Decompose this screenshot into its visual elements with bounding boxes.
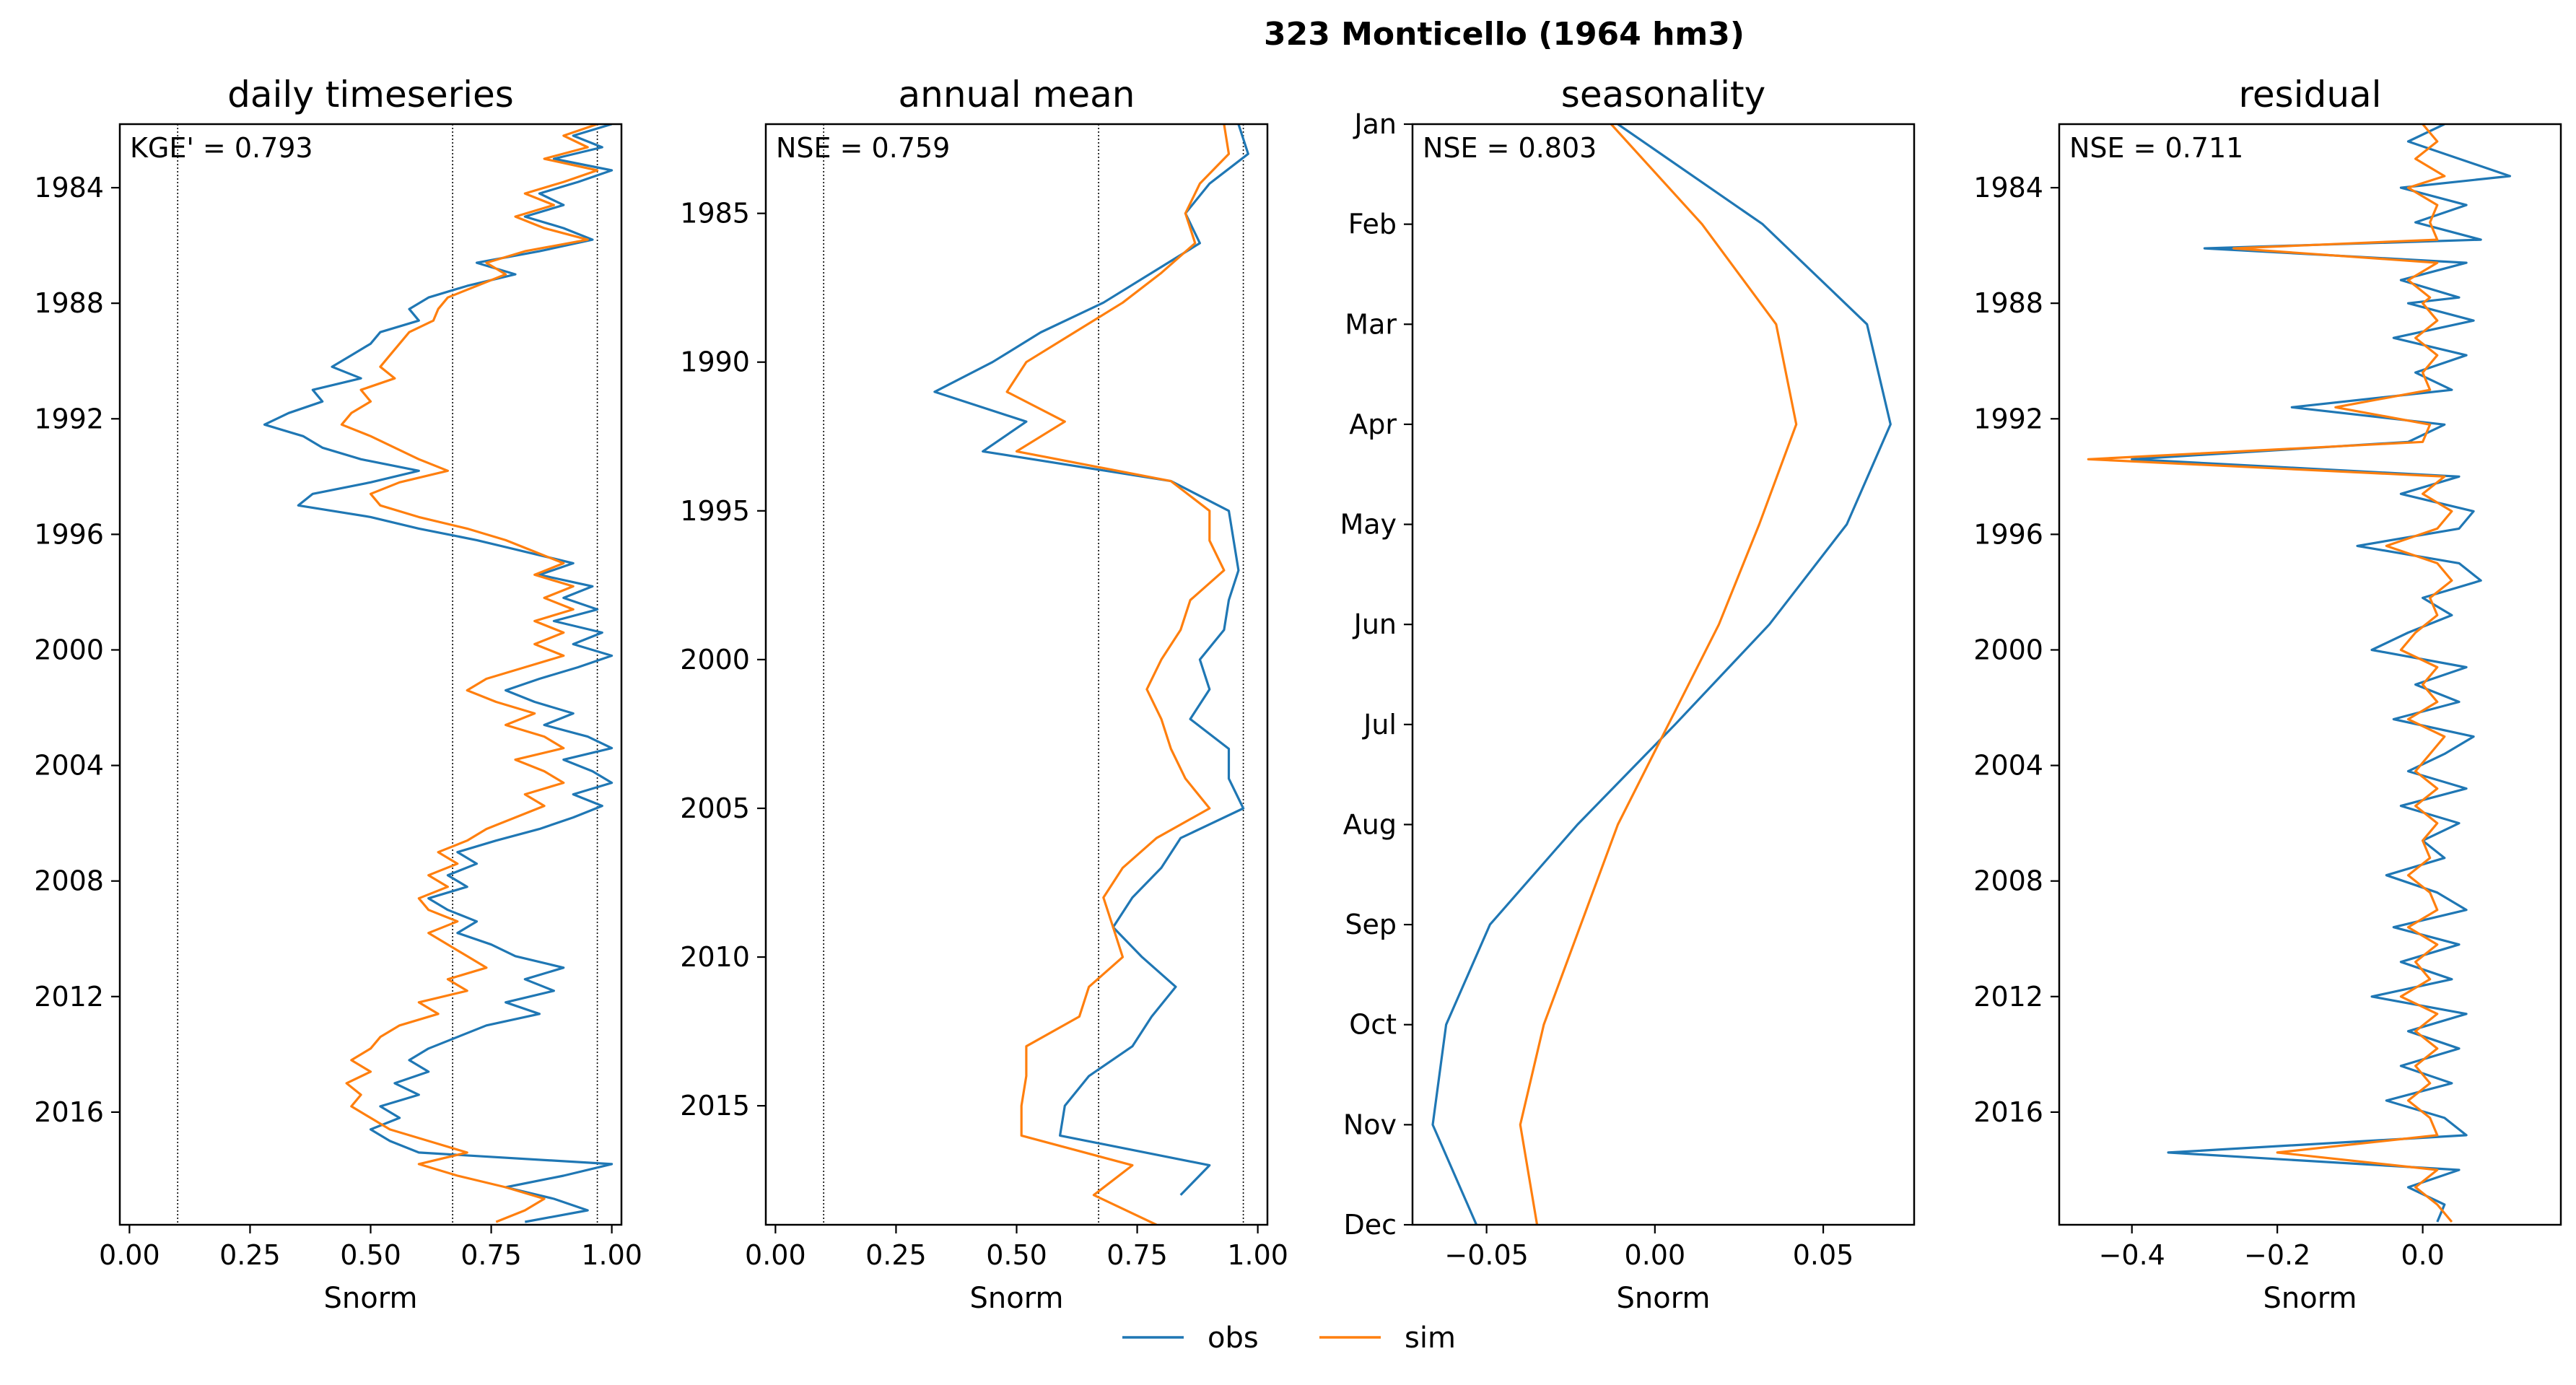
residual-ytick-label: 1996: [1973, 518, 2043, 550]
daily-timeseries-ytick-label: 2000: [34, 634, 104, 665]
residual-panel: residual −0.4 −0.2 0.0 1984 1988 1992 1996 2000 2…: [1973, 74, 2562, 1315]
daily-timeseries-ytick-label: 2012: [34, 981, 104, 1013]
daily-timeseries-xtick-label: 0.50: [340, 1239, 401, 1271]
daily-timeseries-ytick-label: 1996: [34, 518, 104, 550]
daily-timeseries-ytick-label: 1984: [34, 172, 104, 204]
residual-xtick-label: −0.4: [2099, 1239, 2165, 1271]
seasonality-ytick-label: Jan: [1353, 108, 1397, 140]
annual-mean-xtick-label: 1.00: [1227, 1239, 1288, 1271]
daily-timeseries-xlabel: Snorm: [324, 1282, 418, 1315]
daily-timeseries-ytick-label: 1988: [34, 287, 104, 319]
daily-timeseries-ytick-label: 1992: [34, 403, 104, 434]
annual-mean-ytick-label: 1985: [680, 198, 750, 230]
annual-mean-sim-line: [1005, 124, 1231, 1225]
daily-timeseries-metric: KGE' = 0.793: [130, 132, 313, 164]
annual-mean-ytick-label: 2010: [680, 941, 750, 973]
annual-mean-metric: NSE = 0.759: [776, 132, 950, 164]
annual-mean-xlabel: Snorm: [970, 1282, 1064, 1315]
legend-obs-label: obs: [1208, 1321, 1259, 1355]
seasonality-axes-frame: [1411, 123, 1916, 1226]
residual-xtick-label: 0.0: [2401, 1239, 2444, 1271]
residual-ytick-label: 1984: [1973, 172, 2043, 204]
daily-timeseries-axes-frame: [118, 123, 623, 1226]
residual-title: residual: [2238, 74, 2381, 115]
annual-mean-panel: annual mean 0.00 0.25 0.50 0.75 1.00 1985 1990 1…: [680, 74, 1288, 1315]
daily-timeseries-panel: daily timeseries 0.00 0.25 0.50 0.75 1.00 1984…: [34, 74, 642, 1315]
legend-sim-label: sim: [1405, 1321, 1456, 1355]
residual-ytick-label: 2012: [1973, 981, 2043, 1013]
daily-timeseries-ytick-label: 2004: [34, 750, 104, 782]
residual-ytick-label: 2004: [1973, 750, 2043, 782]
seasonality-ytick-label: Feb: [1348, 209, 1397, 240]
legend: obs sim: [1122, 1321, 1456, 1355]
seasonality-metric: NSE = 0.803: [1423, 132, 1597, 164]
seasonality-title: seasonality: [1561, 74, 1765, 115]
daily-timeseries-ytick-label: 2016: [34, 1096, 104, 1128]
seasonality-xtick-label: −0.05: [1444, 1239, 1528, 1271]
residual-ytick-label: 2016: [1973, 1096, 2043, 1128]
residual-ytick-label: 2008: [1973, 865, 2043, 897]
annual-mean-axes-frame: [764, 123, 1269, 1226]
seasonality-ytick-label: Sep: [1345, 909, 1397, 940]
annual-mean-ytick-label: 2005: [680, 792, 750, 824]
annual-mean-obs-line: [933, 124, 1249, 1196]
daily-timeseries-xtick-label: 0.75: [460, 1239, 522, 1271]
residual-ytick-label: 1988: [1973, 287, 2043, 319]
residual-ytick-label: 1992: [1973, 403, 2043, 434]
annual-mean-title: annual mean: [899, 74, 1135, 115]
seasonality-xtick-label: 0.00: [1625, 1239, 1686, 1271]
seasonality-xlabel: Snorm: [1617, 1282, 1711, 1315]
daily-timeseries-xtick-label: 0.25: [219, 1239, 281, 1271]
annual-mean-xtick-label: 0.50: [986, 1239, 1047, 1271]
seasonality-ytick-label: Jul: [1362, 709, 1397, 740]
annual-mean-ytick-label: 1995: [680, 495, 750, 527]
seasonality-obs-line: [1431, 124, 1892, 1225]
seasonality-ytick-label: Oct: [1349, 1009, 1397, 1041]
seasonality-panel: seasonality −0.05 0.00 0.05 Jan Feb Mar Apr May J…: [1340, 74, 1916, 1315]
residual-xlabel: Snorm: [2263, 1282, 2357, 1315]
residual-axes-frame: [2058, 123, 2562, 1226]
seasonality-ytick-label: Jun: [1353, 608, 1397, 640]
daily-timeseries-obs-line: [263, 124, 614, 1223]
daily-timeseries-xtick-label: 1.00: [581, 1239, 642, 1271]
annual-mean-ytick-label: 1990: [680, 346, 750, 378]
seasonality-xtick-label: 0.05: [1793, 1239, 1854, 1271]
annual-mean-xtick-label: 0.00: [745, 1239, 806, 1271]
residual-metric: NSE = 0.711: [2069, 132, 2243, 164]
daily-timeseries-ytick-label: 2008: [34, 865, 104, 897]
seasonality-ytick-label: Apr: [1349, 408, 1397, 440]
annual-mean-xtick-label: 0.75: [1106, 1239, 1168, 1271]
seasonality-ytick-label: Dec: [1343, 1209, 1397, 1241]
daily-timeseries-sim-line: [340, 124, 599, 1223]
seasonality-ytick-label: May: [1340, 509, 1397, 541]
seasonality-ytick-label: Aug: [1343, 808, 1397, 840]
residual-sim-line: [2087, 124, 2453, 1223]
residual-obs-line: [2131, 124, 2512, 1223]
seasonality-ytick-label: Mar: [1345, 308, 1397, 340]
residual-ytick-label: 2000: [1973, 634, 2043, 665]
figure-title: 323 Monticello (1964 hm3): [1264, 16, 1745, 53]
annual-mean-ytick-label: 2015: [680, 1090, 750, 1122]
annual-mean-ytick-label: 2000: [680, 644, 750, 676]
daily-timeseries-xtick-label: 0.00: [99, 1239, 160, 1271]
seasonality-ytick-label: Nov: [1343, 1109, 1397, 1140]
annual-mean-xtick-label: 0.25: [865, 1239, 927, 1271]
residual-xtick-label: −0.2: [2244, 1239, 2310, 1271]
seasonality-sim-line: [1519, 124, 1798, 1225]
daily-timeseries-title: daily timeseries: [227, 74, 514, 115]
